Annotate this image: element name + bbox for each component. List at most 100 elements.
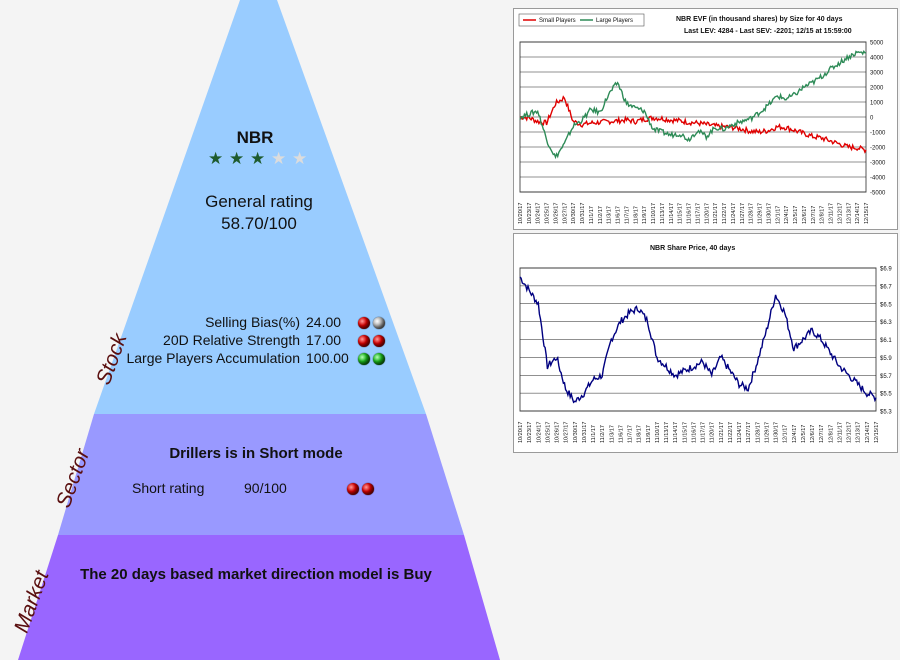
x-tick-label: 12/7/17 xyxy=(811,206,817,224)
metric-status-balls xyxy=(358,332,388,348)
x-tick-label: 11/17/17 xyxy=(701,422,707,443)
sector-status-balls xyxy=(347,480,377,498)
short-rating-label: Short rating xyxy=(132,480,205,496)
x-tick-label: 11/16/17 xyxy=(691,422,697,443)
y-tick-label: 5000 xyxy=(870,41,884,47)
metric-label: Large Players Accumulation xyxy=(126,350,300,366)
x-tick-label: 10/24/17 xyxy=(536,203,542,224)
x-tick-label: 12/14/17 xyxy=(865,422,871,443)
red-status-ball-icon xyxy=(373,335,385,348)
x-tick-label: 10/25/17 xyxy=(545,203,551,224)
x-tick-label: 12/11/17 xyxy=(837,422,843,443)
x-tick-label: 11/20/17 xyxy=(704,203,710,224)
star-filled-icon: ★ xyxy=(208,149,224,168)
metric-status-balls xyxy=(358,350,388,366)
x-tick-label: 11/15/17 xyxy=(678,203,684,224)
y-tick-label: 0 xyxy=(870,116,874,122)
legend-label-small-players: Small Players xyxy=(539,18,576,24)
x-tick-label: 10/26/17 xyxy=(555,422,561,443)
star-empty-icon: ★ xyxy=(271,149,287,168)
y-tick-label: 3000 xyxy=(870,71,884,77)
x-tick-label: 11/6/17 xyxy=(618,425,624,443)
x-tick-label: 12/6/17 xyxy=(802,206,808,224)
x-tick-label: 11/3/17 xyxy=(607,206,613,224)
x-tick-label: 10/31/17 xyxy=(580,203,586,224)
y-tick-label: 1000 xyxy=(870,101,884,107)
x-tick-label: 11/22/17 xyxy=(728,422,734,443)
x-tick-label: 11/3/17 xyxy=(609,425,615,443)
x-tick-label: 10/20/17 xyxy=(518,203,524,224)
green-status-ball-icon xyxy=(373,353,385,366)
x-tick-label: 12/13/17 xyxy=(856,422,862,443)
price-chart: NBR Share Price, 40 days $6.9 $6.7 $6.5 $6.3… xyxy=(518,245,892,443)
x-tick-label: 12/4/17 xyxy=(792,425,798,443)
series-line xyxy=(519,50,867,160)
y-tick-label: 4000 xyxy=(870,56,884,62)
x-tick-label: 11/14/17 xyxy=(669,203,675,224)
y-tick-label: $6.5 xyxy=(880,302,892,308)
x-tick-label: 12/15/17 xyxy=(874,422,880,443)
x-tick-label: 10/30/17 xyxy=(573,422,579,443)
x-tick-label: 11/14/17 xyxy=(673,422,679,443)
x-tick-label: 11/8/17 xyxy=(637,425,643,443)
legend-label-large-players: Large Players xyxy=(596,18,633,24)
x-tick-label: 11/29/17 xyxy=(764,422,770,443)
red-status-ball-icon xyxy=(358,335,370,348)
x-tick-label: 12/12/17 xyxy=(837,203,843,224)
x-tick-label: 11/27/17 xyxy=(740,203,746,224)
general-rating-value: 58.70/100 xyxy=(221,214,297,233)
y-tick-label: $5.3 xyxy=(880,410,892,416)
star-filled-icon: ★ xyxy=(229,149,245,168)
x-tick-label: 11/22/17 xyxy=(722,203,728,224)
sector-tier xyxy=(58,414,464,535)
x-tick-label: 10/30/17 xyxy=(571,203,577,224)
x-tick-label: 12/15/17 xyxy=(864,203,870,224)
chart-title: NBR EVF (in thousand shares) by Size for… xyxy=(676,16,843,23)
x-tick-label: 12/1/17 xyxy=(775,206,781,224)
y-tick-label: -4000 xyxy=(870,176,886,182)
x-tick-label: 12/7/17 xyxy=(819,425,825,443)
metric-label: Selling Bias(%) xyxy=(205,314,300,330)
stock-ticker: NBR xyxy=(236,128,274,147)
metric-label: 20D Relative Strength xyxy=(163,332,300,348)
x-tick-label: 12/8/17 xyxy=(820,206,826,224)
x-tick-label: 12/14/17 xyxy=(855,203,861,224)
y-tick-label: $5.5 xyxy=(880,392,892,398)
price-chart-panel: NBR Share Price, 40 days $6.9 $6.7 $6.5 $6.3… xyxy=(513,233,898,453)
series-line xyxy=(519,95,867,154)
y-tick-label: 2000 xyxy=(870,86,884,92)
x-tick-label: 11/28/17 xyxy=(749,203,755,224)
x-tick-label: 11/13/17 xyxy=(660,203,666,224)
x-tick-label: 11/9/17 xyxy=(642,206,648,224)
x-tick-label: 11/7/17 xyxy=(628,425,634,443)
x-tick-label: 12/5/17 xyxy=(801,425,807,443)
x-tick-label: 11/10/17 xyxy=(655,422,661,443)
y-tick-label: $6.3 xyxy=(880,320,892,326)
x-tick-label: 11/1/17 xyxy=(591,425,597,443)
metric-row: Large Players Accumulation 100.00 xyxy=(0,350,520,368)
metric-row: Selling Bias(%) 24.00 xyxy=(0,314,520,332)
x-tick-label: 12/11/17 xyxy=(829,203,835,224)
x-tick-label: 11/6/17 xyxy=(616,206,622,224)
x-tick-label: 10/26/17 xyxy=(553,203,559,224)
x-tick-label: 11/2/17 xyxy=(600,425,606,443)
x-tick-label: 11/21/17 xyxy=(719,422,725,443)
stock-metrics: Selling Bias(%) 24.00 20D Relative Strengt… xyxy=(0,314,520,374)
x-tick-label: 12/8/17 xyxy=(828,425,834,443)
metric-value: 24.00 xyxy=(306,314,342,330)
green-status-ball-icon xyxy=(358,353,370,366)
red-status-ball-icon xyxy=(362,482,374,495)
evf-chart-panel: Small Players Large Players NBR EVF (in th… xyxy=(513,8,898,230)
x-tick-label: 12/1/17 xyxy=(783,425,789,443)
x-tick-label: 10/27/17 xyxy=(564,422,570,443)
chart-subtitle: Last LEV: 4284 - Last SEV: -2201; 12/15 … xyxy=(684,28,852,35)
chart-title: NBR Share Price, 40 days xyxy=(650,245,735,252)
x-tick-label: 11/27/17 xyxy=(746,422,752,443)
star-empty-icon: ★ xyxy=(292,149,308,168)
x-tick-label: 11/21/17 xyxy=(713,203,719,224)
y-tick-label: -3000 xyxy=(870,161,886,167)
x-tick-label: 11/13/17 xyxy=(664,422,670,443)
x-tick-label: 12/5/17 xyxy=(793,206,799,224)
x-tick-label: 10/24/17 xyxy=(536,422,542,443)
general-rating-label: General rating xyxy=(205,192,313,211)
